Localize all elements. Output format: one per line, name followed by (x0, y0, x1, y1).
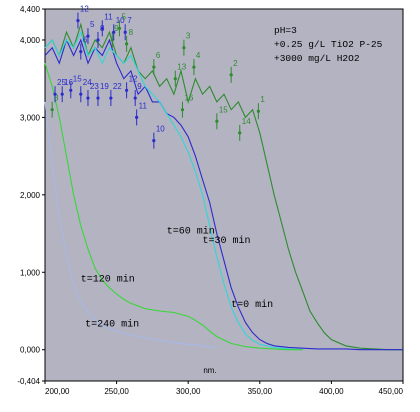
marker-number: 2 (233, 59, 238, 68)
marker-number: 7 (127, 16, 132, 25)
marker-number: 19 (100, 82, 109, 91)
marker-point (96, 96, 100, 100)
marker-number: 9 (114, 24, 119, 33)
marker-number: 14 (242, 117, 251, 126)
series-line-t-0-min (44, 22, 403, 351)
conditions-annotation: pH=3 +0.25 g/L TiO2 P-25 +3000 mg/L H2O2 (274, 25, 383, 64)
marker-point (123, 30, 127, 34)
x-tick-label: 250,00 (104, 387, 129, 396)
marker-number: 10 (116, 16, 125, 25)
marker-number: 13 (177, 63, 186, 72)
marker-point (86, 96, 90, 100)
marker-number: 23 (90, 82, 99, 91)
marker-point (229, 73, 233, 77)
marker-point (109, 96, 113, 100)
x-axis: 200,00 250,00 300,00 350,00 400,00 450,00 (44, 381, 404, 396)
y-tick-label: 2,000 (20, 191, 41, 200)
marker-point (152, 139, 156, 143)
marker-point (256, 109, 260, 113)
marker-point (117, 26, 122, 30)
marker-point (110, 38, 114, 42)
marker-point (125, 42, 129, 46)
y-tick-label: 4,000 (20, 36, 41, 45)
marker-number: 11 (139, 101, 148, 110)
marker-number: 6 (156, 51, 161, 60)
marker-number: 12 (80, 5, 89, 14)
marker-point (215, 119, 219, 123)
curve-label: t=30 min (203, 235, 251, 247)
marker-point (180, 108, 185, 112)
y-tick-label: 3,000 (20, 113, 41, 122)
marker-number: 16 (64, 78, 73, 87)
annotation-line-1: pH=3 (274, 25, 297, 36)
marker-number: 8 (129, 28, 134, 37)
series-line-t-30-min (44, 38, 403, 351)
marker-point (192, 65, 196, 69)
marker-number: 9 (137, 82, 142, 91)
marker-point (79, 92, 83, 96)
marker-number: 10 (156, 125, 165, 134)
marker-point (182, 46, 186, 50)
marker-point (76, 19, 80, 23)
marker-number: 4 (196, 51, 201, 60)
marker-point (60, 92, 64, 96)
marker-number: 15 (73, 74, 82, 83)
marker-point (53, 92, 57, 96)
y-tick-label: 4,400 (20, 5, 41, 14)
series-line-t-120-min (44, 63, 303, 351)
x-tick-label: 300,00 (176, 387, 201, 396)
annotation-line-3: +3000 mg/L H2O2 (274, 53, 360, 64)
marker-number: 11 (104, 12, 113, 21)
series-line-t-240-min (44, 101, 217, 348)
x-axis-label: nm. (203, 366, 216, 375)
marker-number: 22 (113, 82, 122, 91)
marker-point (135, 115, 139, 120)
marker-number: 6 (83, 36, 88, 45)
annotation-line-2: +0.25 g/L TiO2 P-25 (274, 39, 383, 50)
y-tick-label: 1,000 (20, 268, 41, 277)
marker-number: 3 (186, 32, 191, 41)
marker-group: 1243131415166893125681011242319221525161… (50, 5, 265, 149)
curve-label: t=240 min (85, 318, 139, 330)
marker-point (112, 30, 116, 34)
marker-number: 15 (219, 105, 228, 114)
marker-point (96, 38, 100, 42)
marker-number: 12 (129, 74, 138, 83)
marker-number: 5 (121, 12, 126, 21)
y-tick-label: 0,000 (20, 346, 41, 355)
marker-point (79, 49, 83, 54)
marker-point (125, 88, 129, 92)
plot-area (44, 8, 404, 382)
x-tick-label: 350,00 (248, 387, 273, 396)
series-group (44, 22, 403, 351)
y-axis: -0,404 0,000 1,000 2,000 3,000 4,000 4,400 (17, 5, 45, 386)
marker-number: 16 (184, 94, 193, 103)
curve-label: t=120 min (81, 274, 135, 286)
marker-number: 5 (90, 20, 95, 29)
marker-number: 24 (83, 78, 92, 87)
marker-point (133, 96, 137, 100)
x-tick-label: 450,00 (379, 387, 404, 396)
x-tick-label: 200,00 (45, 387, 70, 396)
y-tick-label: -0,404 (17, 377, 40, 386)
series-line-t-60-min (44, 30, 303, 351)
curve-label: t=0 min (231, 299, 273, 311)
curve-label: t=60 min (167, 226, 215, 238)
marker-point (173, 77, 177, 81)
marker-point (69, 88, 73, 92)
marker-number: 1 (260, 95, 265, 104)
marker-point (152, 65, 156, 69)
marker-point (86, 34, 90, 38)
x-tick-label: 400,00 (319, 387, 344, 396)
marker-number: 3 (54, 94, 59, 103)
marker-number: 25 (57, 78, 66, 87)
marker-point (238, 131, 242, 135)
marker-point (100, 26, 104, 30)
marker-point (50, 108, 54, 112)
